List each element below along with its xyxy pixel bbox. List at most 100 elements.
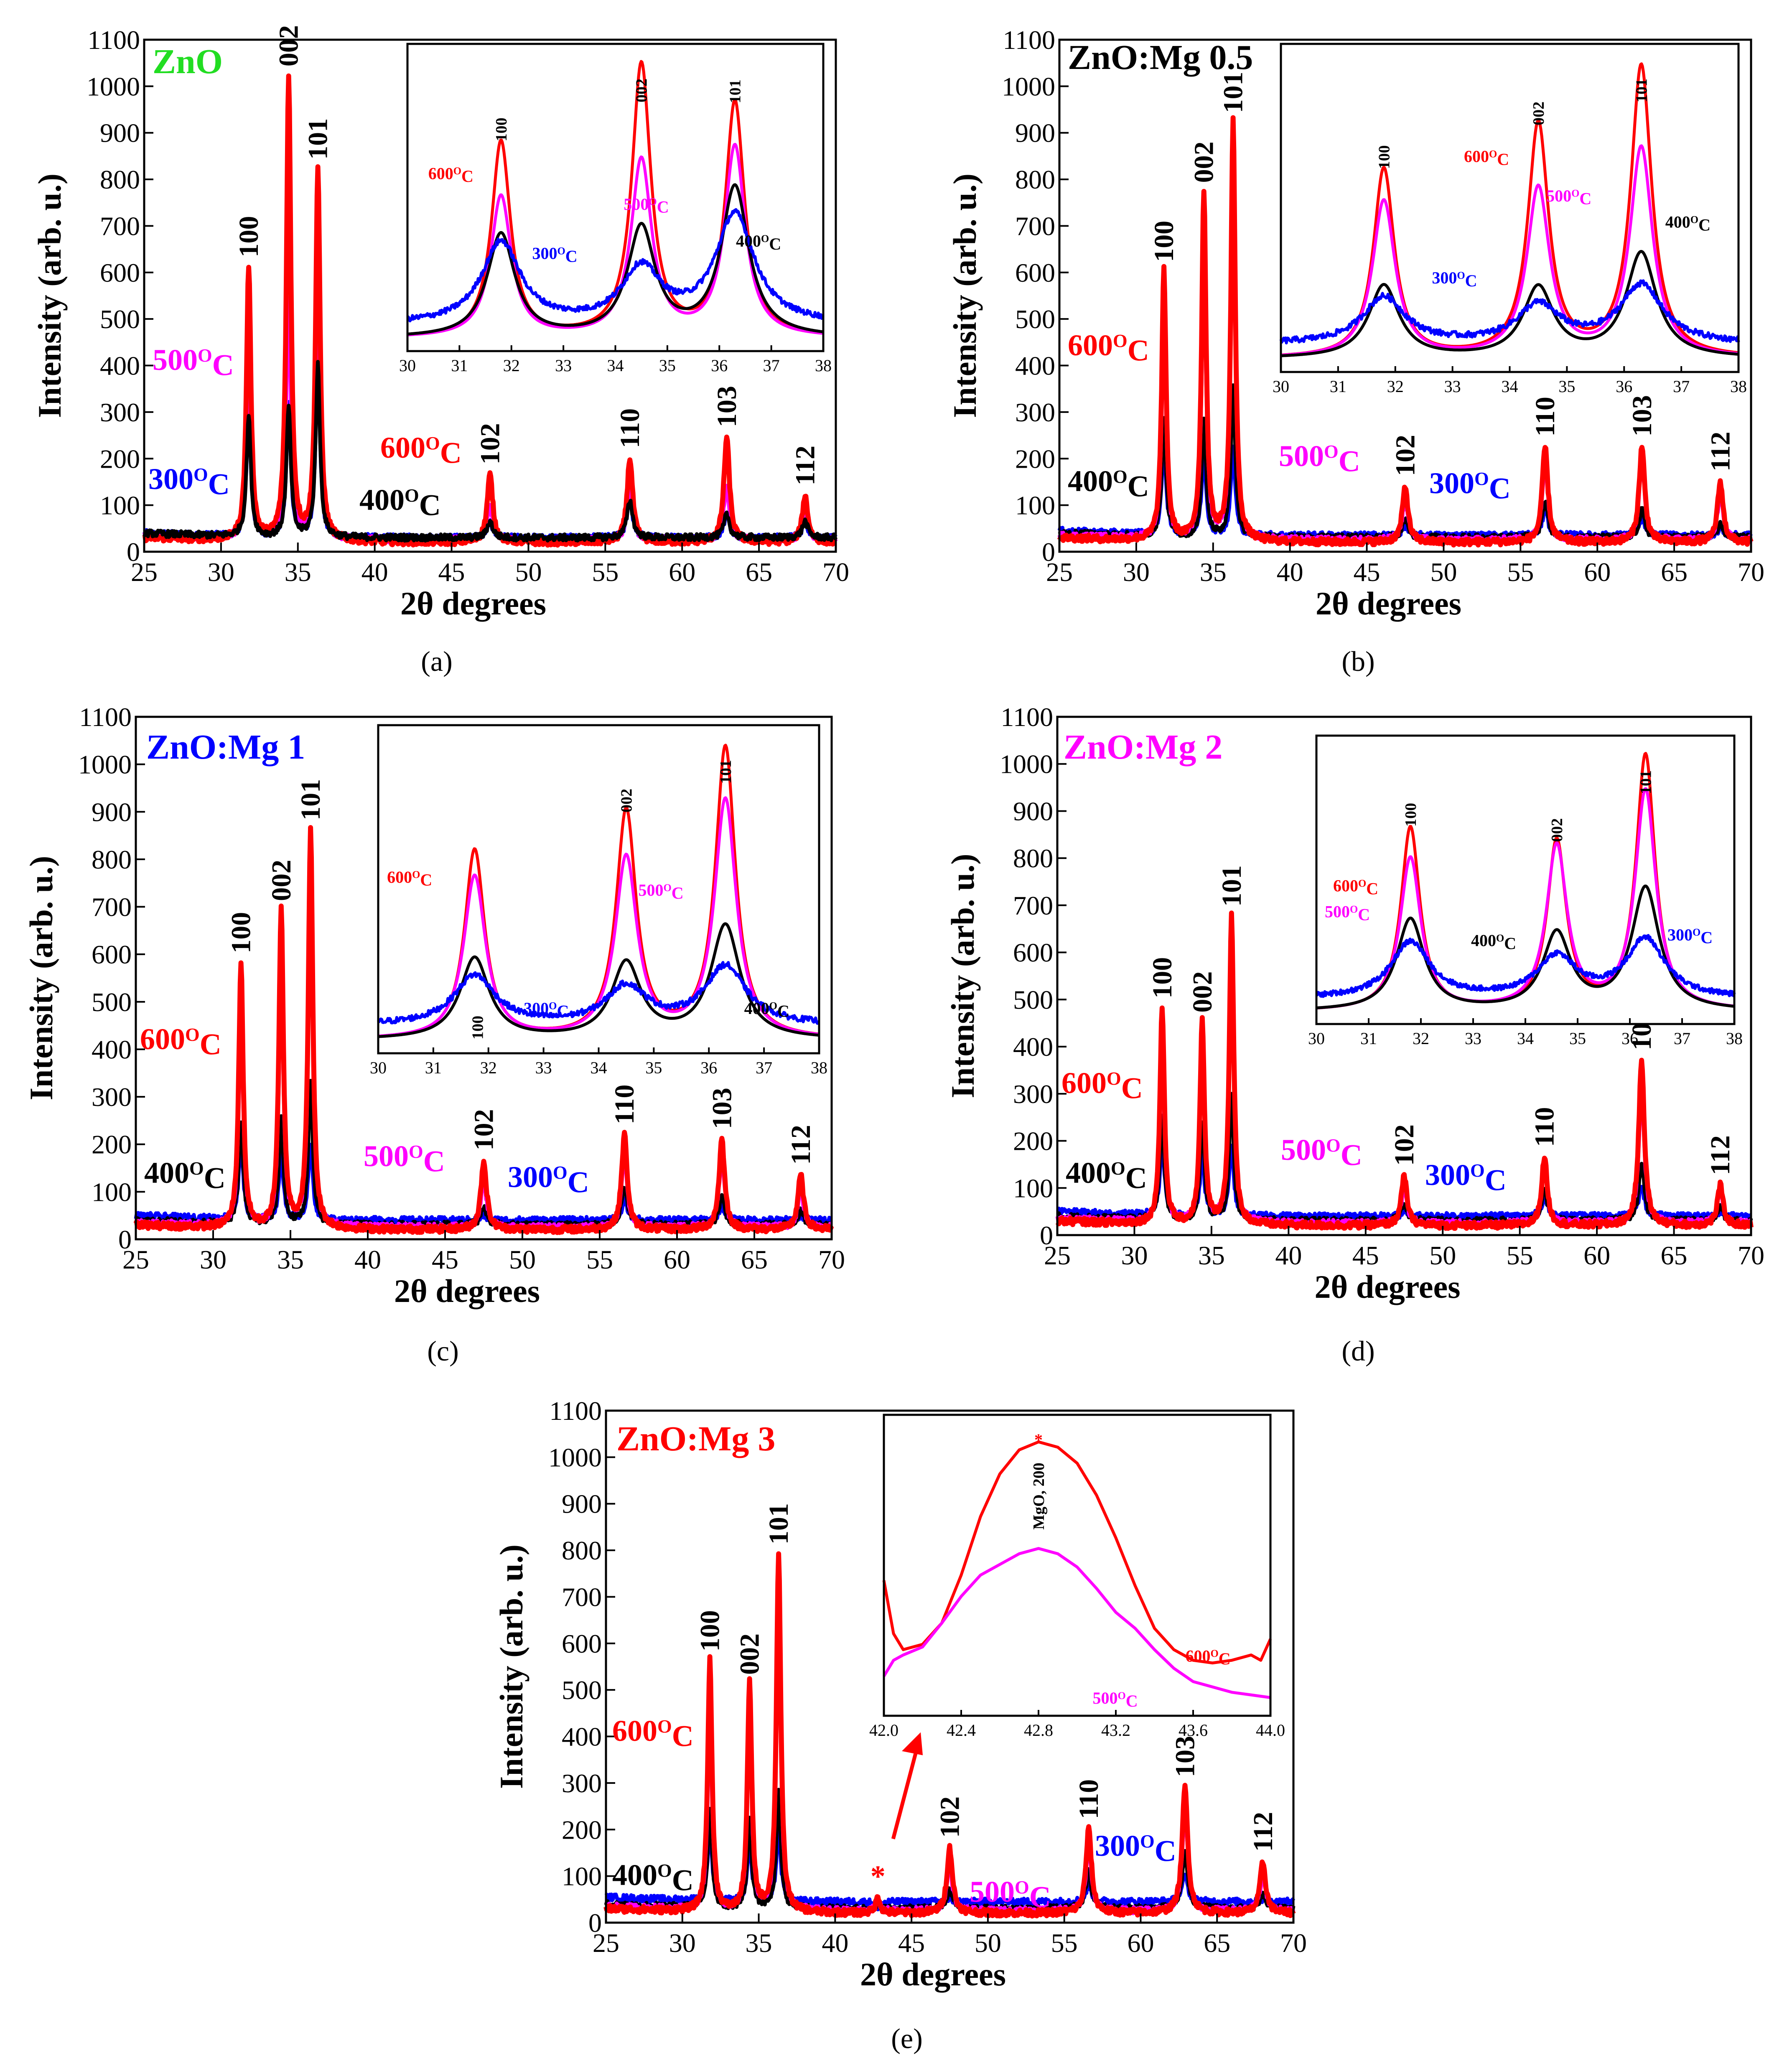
inset-temp-label-600: 600OC xyxy=(1464,147,1509,169)
inset-x-tick-label: 42.4 xyxy=(947,1721,976,1740)
peak-label-100: 100 xyxy=(695,1610,725,1651)
panel-b: 25 30 35 40 45 50 55 60 65 7001002003004005006007… xyxy=(947,25,1764,677)
inset-peak-label: 100 xyxy=(493,117,510,141)
plot-frame xyxy=(135,716,833,1241)
inset-peak-label: 100 xyxy=(1375,145,1393,169)
y-tick-label: 600 xyxy=(100,258,140,288)
x-tick-label: 30 xyxy=(208,557,234,587)
panel-c: 25 30 35 40 45 50 55 60 65 7001002003004005006007… xyxy=(23,702,845,1367)
y-axis-label: Intensity (arb. u.) xyxy=(23,856,59,1100)
x-tick-label: 25 xyxy=(1044,1241,1071,1270)
x-tick-label: 45 xyxy=(432,1245,458,1274)
temp-label-600: 600OC xyxy=(1068,329,1149,367)
x-tick-label: 40 xyxy=(1275,1241,1302,1270)
y-tick-label: 0 xyxy=(1040,1220,1053,1250)
y-tick-label: 600 xyxy=(562,1629,602,1658)
y-tick-label: 0 xyxy=(127,537,140,567)
panel-a: 25 30 35 40 45 50 55 60 65 7001002003004005006007… xyxy=(31,25,849,677)
panel-label: (d) xyxy=(1341,1335,1375,1367)
inset-peak-label: 101 xyxy=(727,79,744,103)
x-tick-label: 55 xyxy=(586,1245,613,1274)
y-tick-label: 500 xyxy=(100,304,140,334)
inset-peak-label: 002 xyxy=(633,79,651,102)
y-tick-label: 1100 xyxy=(79,702,132,732)
inset-x-tick-label: 37 xyxy=(1674,1029,1690,1048)
y-tick-label: 200 xyxy=(100,444,140,474)
peak-label-110: 110 xyxy=(1530,397,1560,436)
y-tick-label: 100 xyxy=(1013,1173,1053,1203)
temp-label-500: 500OC xyxy=(364,1139,445,1178)
peak-label-002: 002 xyxy=(1189,142,1219,183)
y-tick-label: 600 xyxy=(92,940,132,969)
inset-x-tick-label: 43.6 xyxy=(1179,1721,1208,1740)
panel-title: ZnO xyxy=(153,42,223,81)
y-tick-label: 0 xyxy=(588,1908,602,1938)
inset-star-marker: * xyxy=(1034,1430,1043,1449)
y-tick-label: 800 xyxy=(1013,843,1053,873)
peak-label-112: 112 xyxy=(1248,1812,1278,1852)
y-tick-label: 300 xyxy=(1015,397,1055,427)
peak-label-110: 110 xyxy=(1530,1107,1560,1147)
inset-background xyxy=(884,1415,1270,1716)
y-tick-label: 700 xyxy=(1013,891,1053,920)
inset-x-tick-label: 31 xyxy=(1330,377,1347,396)
panel-title: ZnO:Mg 1 xyxy=(146,728,305,767)
temp-label-300: 300OC xyxy=(1429,466,1511,505)
series-group xyxy=(133,825,834,1235)
inset-x-tick-label: 31 xyxy=(425,1058,442,1077)
temp-label-500: 500OC xyxy=(153,343,234,382)
plot-frame xyxy=(1058,38,1752,553)
inset-x-tick-label: 32 xyxy=(1413,1029,1429,1048)
x-tick-label: 70 xyxy=(1738,557,1764,587)
inset-temp-label-500: 500OC xyxy=(624,195,669,217)
inset-x-tick-label: 36 xyxy=(1616,377,1632,396)
inset-x-tick-label: 35 xyxy=(1558,377,1575,396)
x-tick-label: 30 xyxy=(669,1928,696,1958)
inset-temp-label-500: 500OC xyxy=(638,881,683,902)
temp-label-400: 400OC xyxy=(1066,1156,1147,1195)
arrow-head xyxy=(902,1732,923,1755)
inset-temp-label-400: 400OC xyxy=(736,232,781,253)
x-axis-label: 2θ degrees xyxy=(1314,1269,1460,1305)
x-tick-label: 30 xyxy=(1121,1241,1148,1270)
inset: 30 31 32 33 34 35 36 37 38 100 002 101 600OC 500OC 400… xyxy=(1308,734,1743,1048)
plot-frame xyxy=(605,1409,1295,1924)
inset-peak-label: 002 xyxy=(1530,102,1548,125)
peak-label-101: 101 xyxy=(295,779,326,820)
inset-series-400C xyxy=(1316,884,1735,1009)
series-group xyxy=(603,1551,1296,1919)
temp-label-300: 300OC xyxy=(1095,1829,1176,1867)
x-tick-label: 60 xyxy=(669,557,695,587)
x-axis-label: 2θ degrees xyxy=(860,1956,1006,1992)
panel-title: ZnO:Mg 0.5 xyxy=(1068,38,1253,77)
x-tick-label: 30 xyxy=(200,1245,227,1274)
y-tick-label: 800 xyxy=(100,165,140,194)
y-tick-label: 600 xyxy=(1015,258,1055,288)
x-tick-label: 50 xyxy=(1430,557,1457,587)
peak-label-100: 100 xyxy=(1147,957,1178,999)
temp-label-300: 300OC xyxy=(1425,1158,1507,1197)
y-tick-label: 0 xyxy=(1042,537,1055,567)
peak-label-101: 101 xyxy=(1218,71,1249,113)
peak-label-101: 101 xyxy=(303,118,333,160)
y-tick-label: 100 xyxy=(92,1177,132,1207)
inset-peak-label: 101 xyxy=(1633,79,1650,102)
inset-background xyxy=(407,44,823,351)
peak-label-102: 102 xyxy=(1389,1124,1420,1166)
inset: 42.0 42.4 42.8 43.2 43.6 44.0 MgO, 200 * 600OC 50… xyxy=(869,1414,1285,1740)
x-tick-label: 35 xyxy=(1198,1241,1225,1270)
panel-label: (b) xyxy=(1341,645,1375,677)
panel-e: 25 30 35 40 45 50 55 60 65 7001002003004005006007… xyxy=(493,1396,1307,2054)
temp-label-500: 500OC xyxy=(1281,1133,1362,1172)
x-tick-label: 30 xyxy=(1123,557,1150,587)
series-group xyxy=(1055,910,1754,1231)
inset-peak-label: 002 xyxy=(1548,818,1566,842)
series-600C xyxy=(1055,910,1754,1231)
y-tick-label: 500 xyxy=(92,987,132,1017)
y-axis-label: Intensity (arb. u.) xyxy=(493,1544,529,1789)
peak-label-002: 002 xyxy=(1187,971,1218,1013)
temp-label-400: 400OC xyxy=(612,1858,694,1897)
inset-x-tick-label: 34 xyxy=(591,1058,607,1077)
inset-x-tick-label: 35 xyxy=(1569,1029,1586,1048)
inset-x-tick-label: 38 xyxy=(811,1058,827,1077)
